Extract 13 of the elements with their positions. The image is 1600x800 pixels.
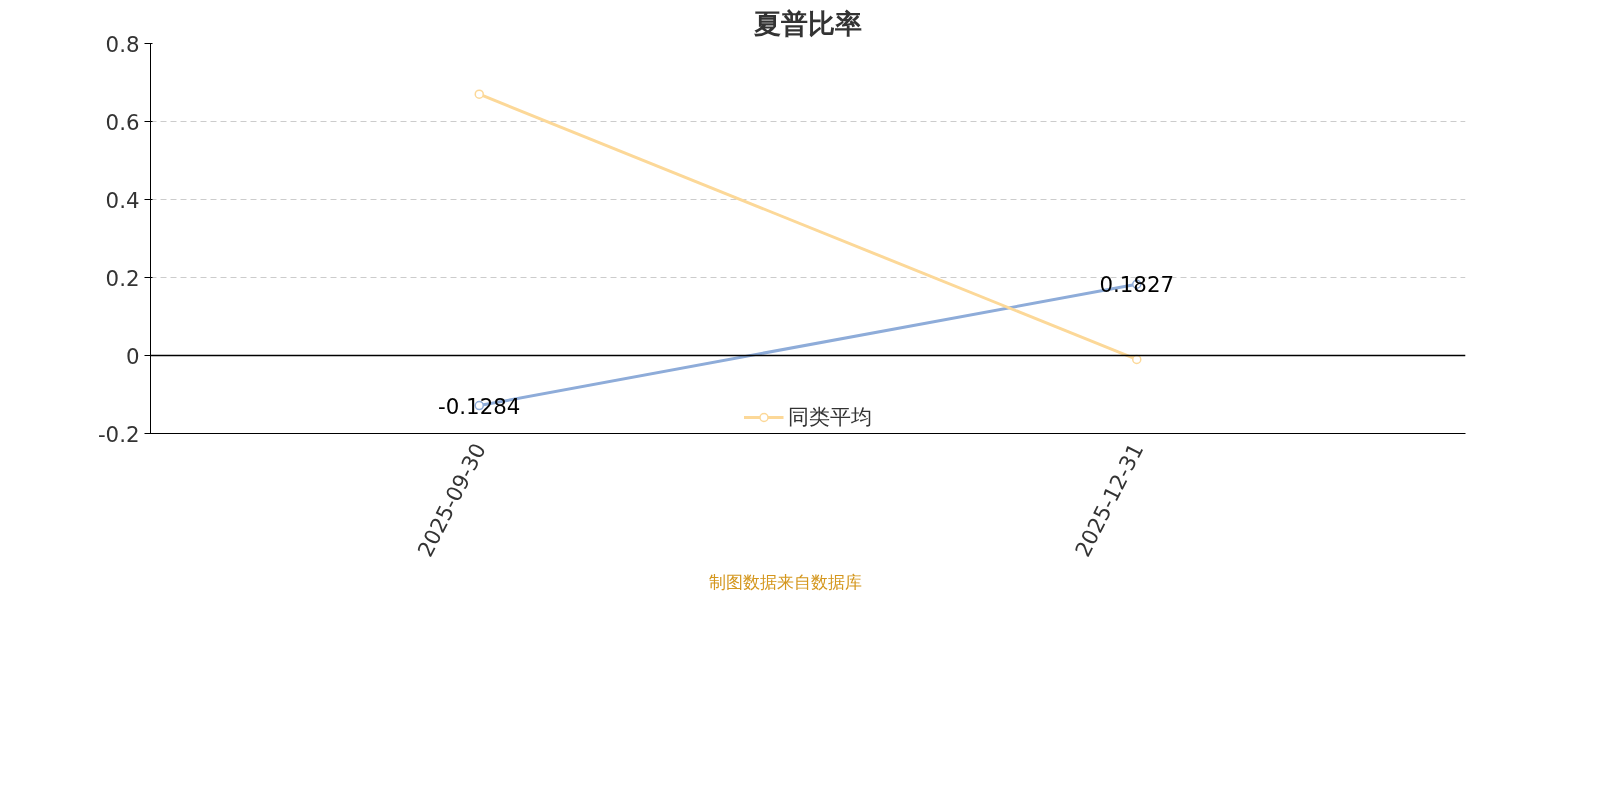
y-tick-label: 0.8 <box>105 31 140 57</box>
chart-title: 夏普比率 <box>753 7 862 39</box>
point <box>1132 354 1142 365</box>
y-tick-label: 0.2 <box>105 265 140 291</box>
y-tick-label: 0.4 <box>105 187 140 213</box>
legend-label: 同类平均 <box>788 403 872 431</box>
point <box>474 89 484 99</box>
data-label: -0.1284 <box>438 393 521 419</box>
text: 制图数据来自数据库 <box>708 571 862 594</box>
y-tick-label: 0 <box>125 343 140 369</box>
y-tick-label: 0.6 <box>105 109 140 135</box>
data-label: 0.1827 <box>1099 272 1175 298</box>
y-tick-label: -0.2 <box>97 421 140 447</box>
